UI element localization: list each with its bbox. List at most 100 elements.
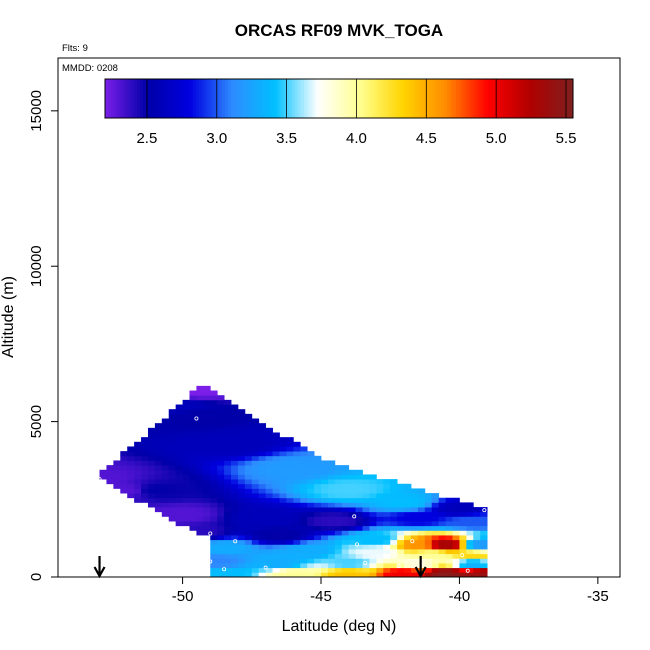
heatmap-cell (321, 530, 329, 536)
heatmap-cell (265, 497, 273, 503)
heatmap-cell (369, 493, 377, 499)
heatmap-cell (265, 427, 273, 433)
heatmap-cell (369, 558, 377, 564)
heatmap-cell (438, 516, 446, 522)
heatmap-cell (383, 507, 391, 513)
heatmap-cell (314, 572, 322, 578)
heatmap-cell (334, 493, 343, 499)
colorbar-segment (561, 79, 565, 118)
colorbar-segment (315, 79, 320, 118)
heatmap-cell (314, 553, 322, 559)
heatmap-cell (217, 460, 225, 466)
heatmap-cell (265, 511, 273, 517)
heatmap-cell (203, 413, 211, 419)
heatmap-cell (134, 493, 142, 499)
heatmap-cell (390, 549, 398, 555)
heatmap-cell (217, 451, 225, 457)
heatmap-cell (327, 483, 336, 489)
heatmap-cell (265, 446, 273, 452)
heatmap-cell (279, 451, 287, 457)
heatmap-cell (473, 530, 481, 536)
heatmap-cell (279, 530, 287, 536)
heatmap-cell (210, 521, 218, 527)
heatmap-cell (161, 474, 170, 480)
heatmap-cell (237, 427, 246, 433)
heatmap-cell (272, 549, 280, 555)
heatmap-cell (397, 544, 405, 550)
heatmap-cell (244, 423, 253, 429)
heatmap-cell (258, 437, 267, 443)
heatmap-cell (362, 535, 370, 541)
heatmap-cell (168, 423, 177, 429)
heatmap-cell (321, 553, 329, 559)
heatmap-cell (410, 535, 419, 541)
heatmap-cell (341, 572, 350, 578)
colorbar-tick-label: 2.5 (136, 130, 157, 147)
heatmap-cell (293, 493, 301, 499)
heatmap-cell (321, 567, 329, 573)
heatmap-cell (231, 511, 239, 517)
heatmap-cell (314, 469, 322, 475)
heatmap-cell (431, 502, 440, 508)
heatmap-cell (341, 553, 350, 559)
heatmap-cell (334, 488, 343, 494)
heatmap-cell (314, 544, 322, 550)
heatmap-cell (251, 483, 260, 489)
heatmap-cell (224, 479, 232, 485)
heatmap-cell (307, 549, 315, 555)
heatmap-cell (210, 474, 218, 480)
heatmap-cell (397, 558, 405, 564)
heatmap-cell (376, 544, 384, 550)
colorbar-segment (239, 79, 243, 118)
heatmap-cell (300, 525, 308, 531)
heatmap-cell (473, 563, 481, 569)
heatmap-cell (161, 460, 170, 466)
heatmap-cell (410, 497, 419, 503)
heatmap-cell (224, 497, 232, 503)
heatmap-cell (321, 469, 329, 475)
heatmap-cell (251, 474, 260, 480)
heatmap-cell (244, 479, 253, 485)
heatmap-cell (161, 437, 170, 443)
heatmap-cell (307, 455, 315, 461)
heatmap-cell (217, 399, 225, 405)
heatmap-cell (251, 511, 260, 517)
heatmap-cell (300, 572, 308, 578)
heatmap-cell (231, 423, 239, 429)
heatmap-cell (244, 525, 253, 531)
heatmap-cell (203, 497, 211, 503)
heatmap-cell (168, 507, 177, 513)
heatmap-cell (334, 497, 343, 503)
heatmap-cell (445, 530, 453, 536)
heatmap-cell (251, 502, 260, 508)
heatmap-cell (175, 455, 183, 461)
colorbar-segment (157, 79, 162, 118)
heatmap-cell (251, 521, 260, 527)
heatmap-cell (404, 535, 412, 541)
heatmap-cell (348, 558, 357, 564)
heatmap-cell (327, 460, 336, 466)
heatmap-cell (459, 507, 467, 513)
heatmap-cell (293, 572, 301, 578)
colorbar-segment (511, 79, 515, 118)
colorbar-segment (318, 79, 322, 118)
heatmap-cell (224, 451, 232, 457)
heatmap-cell (424, 549, 433, 555)
heatmap-cell (327, 572, 336, 578)
heatmap-cell (459, 544, 467, 550)
heatmap-cell (307, 525, 315, 531)
heatmap-cell (307, 483, 315, 489)
heatmap-cell (300, 567, 308, 573)
heatmap-cell (147, 455, 156, 461)
heatmap-cell (127, 488, 135, 494)
heatmap-cell (307, 530, 315, 536)
heatmap-cell (286, 516, 294, 522)
heatmap-cell (141, 455, 149, 461)
colorbar-segment (494, 79, 498, 118)
heatmap-cell (466, 549, 474, 555)
colorbar: 2.5 3.0 3.5 4.0 4.5 5.0 5.5 (104, 78, 576, 147)
heatmap-cell (237, 507, 246, 513)
heatmap-cell (279, 521, 287, 527)
heatmap-cell (175, 404, 183, 410)
sample-marker (352, 514, 357, 519)
